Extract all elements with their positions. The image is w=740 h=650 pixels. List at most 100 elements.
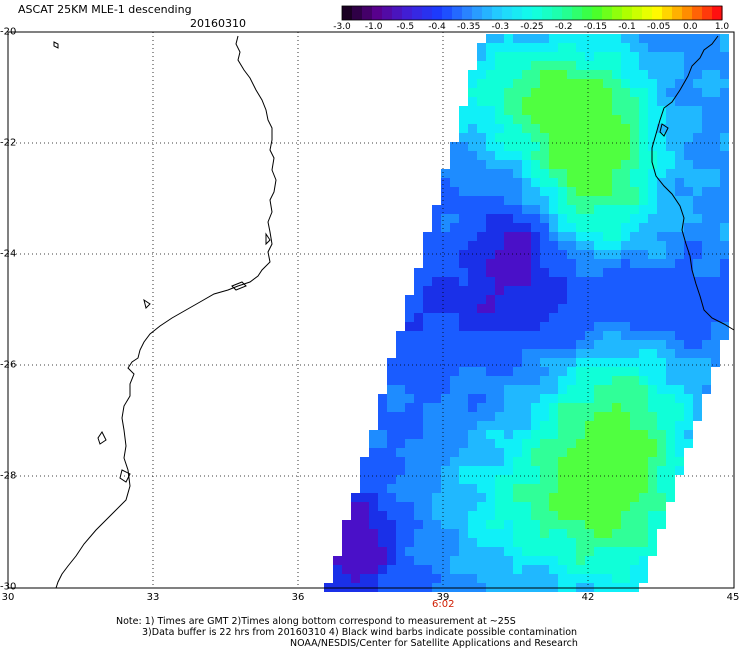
coastline-island-a — [53, 41, 59, 49]
swath-cell — [657, 124, 666, 133]
swath-cell — [522, 133, 531, 142]
swath-cell — [594, 232, 603, 241]
swath-cell — [468, 277, 477, 286]
swath-cell — [585, 358, 594, 367]
swath-cell — [513, 178, 522, 187]
swath-cell — [486, 403, 495, 412]
swath-cell — [558, 106, 567, 115]
swath-cell — [405, 493, 414, 502]
swath-cell — [639, 79, 648, 88]
swath-cell — [441, 457, 450, 466]
swath-cell — [576, 169, 585, 178]
swath-cell — [558, 385, 567, 394]
swath-cell — [567, 457, 576, 466]
swath-cell — [612, 196, 621, 205]
swath-cell — [612, 43, 621, 52]
swath-cell — [684, 313, 693, 322]
swath-cell — [639, 151, 648, 160]
swath-cell — [414, 304, 423, 313]
swath-cell — [675, 151, 684, 160]
swath-cell — [468, 430, 477, 439]
swath-cell — [531, 385, 540, 394]
swath-cell — [540, 484, 549, 493]
swath-cell — [450, 268, 459, 277]
swath-cell — [621, 160, 630, 169]
swath-cell — [540, 511, 549, 520]
swath-cell — [387, 538, 396, 547]
swath-cell — [522, 196, 531, 205]
swath-cell — [639, 394, 648, 403]
swath-cell — [549, 268, 558, 277]
swath-cell — [666, 70, 675, 79]
swath-cell — [693, 79, 702, 88]
swath-cell — [594, 493, 603, 502]
swath-cell — [513, 313, 522, 322]
swath-cell — [441, 565, 450, 574]
swath-cell — [540, 376, 549, 385]
swath-cell — [603, 232, 612, 241]
swath-cell — [405, 304, 414, 313]
swath-cell — [558, 52, 567, 61]
swath-cell — [639, 277, 648, 286]
swath-cell — [630, 142, 639, 151]
colorbar-swatch — [412, 6, 423, 20]
swath-cell — [594, 394, 603, 403]
swath-cell — [441, 448, 450, 457]
swath-cell — [684, 403, 693, 412]
swath-cell — [657, 214, 666, 223]
swath-cell — [612, 502, 621, 511]
swath-cell — [576, 70, 585, 79]
swath-cell — [522, 412, 531, 421]
swath-cell — [621, 214, 630, 223]
swath-cell — [513, 124, 522, 133]
swath-cell — [360, 574, 369, 583]
swath-cell — [630, 295, 639, 304]
swath-cell — [333, 565, 342, 574]
swath-cell — [720, 124, 729, 133]
swath-cell — [621, 295, 630, 304]
swath-cell — [684, 286, 693, 295]
swath-cell — [711, 178, 720, 187]
swath-cell — [477, 304, 486, 313]
swath-cell — [585, 214, 594, 223]
swath-cell — [450, 484, 459, 493]
swath-cell — [414, 313, 423, 322]
swath-cell — [711, 232, 720, 241]
swath-cell — [648, 241, 657, 250]
swath-cell — [423, 538, 432, 547]
swath-cell — [648, 43, 657, 52]
swath-cell — [675, 142, 684, 151]
swath-cell — [486, 232, 495, 241]
swath-cell — [567, 367, 576, 376]
swath-cell — [441, 412, 450, 421]
swath-cell — [486, 421, 495, 430]
swath-cell — [378, 556, 387, 565]
swath-cell — [648, 331, 657, 340]
swath-cell — [657, 223, 666, 232]
swath-cell — [477, 547, 486, 556]
swath-cell — [468, 331, 477, 340]
swath-cell — [405, 484, 414, 493]
swath-cell — [630, 448, 639, 457]
swath-cell — [693, 376, 702, 385]
swath-cell — [486, 106, 495, 115]
swath-cell — [558, 241, 567, 250]
swath-cell — [504, 115, 513, 124]
swath-cell — [468, 313, 477, 322]
swath-cell — [603, 349, 612, 358]
swath-cell — [657, 70, 666, 79]
swath-cell — [360, 529, 369, 538]
swath-cell — [504, 304, 513, 313]
swath-cell — [540, 187, 549, 196]
swath-cell — [495, 97, 504, 106]
swath-cell — [414, 358, 423, 367]
swath-cell — [531, 556, 540, 565]
swath-cell — [531, 268, 540, 277]
swath-cell — [351, 493, 360, 502]
colorbar-swatch — [522, 6, 533, 20]
swath-cell — [522, 79, 531, 88]
swath-cell — [558, 484, 567, 493]
swath-cell — [495, 268, 504, 277]
swath-cell — [603, 565, 612, 574]
swath-cell — [522, 70, 531, 79]
